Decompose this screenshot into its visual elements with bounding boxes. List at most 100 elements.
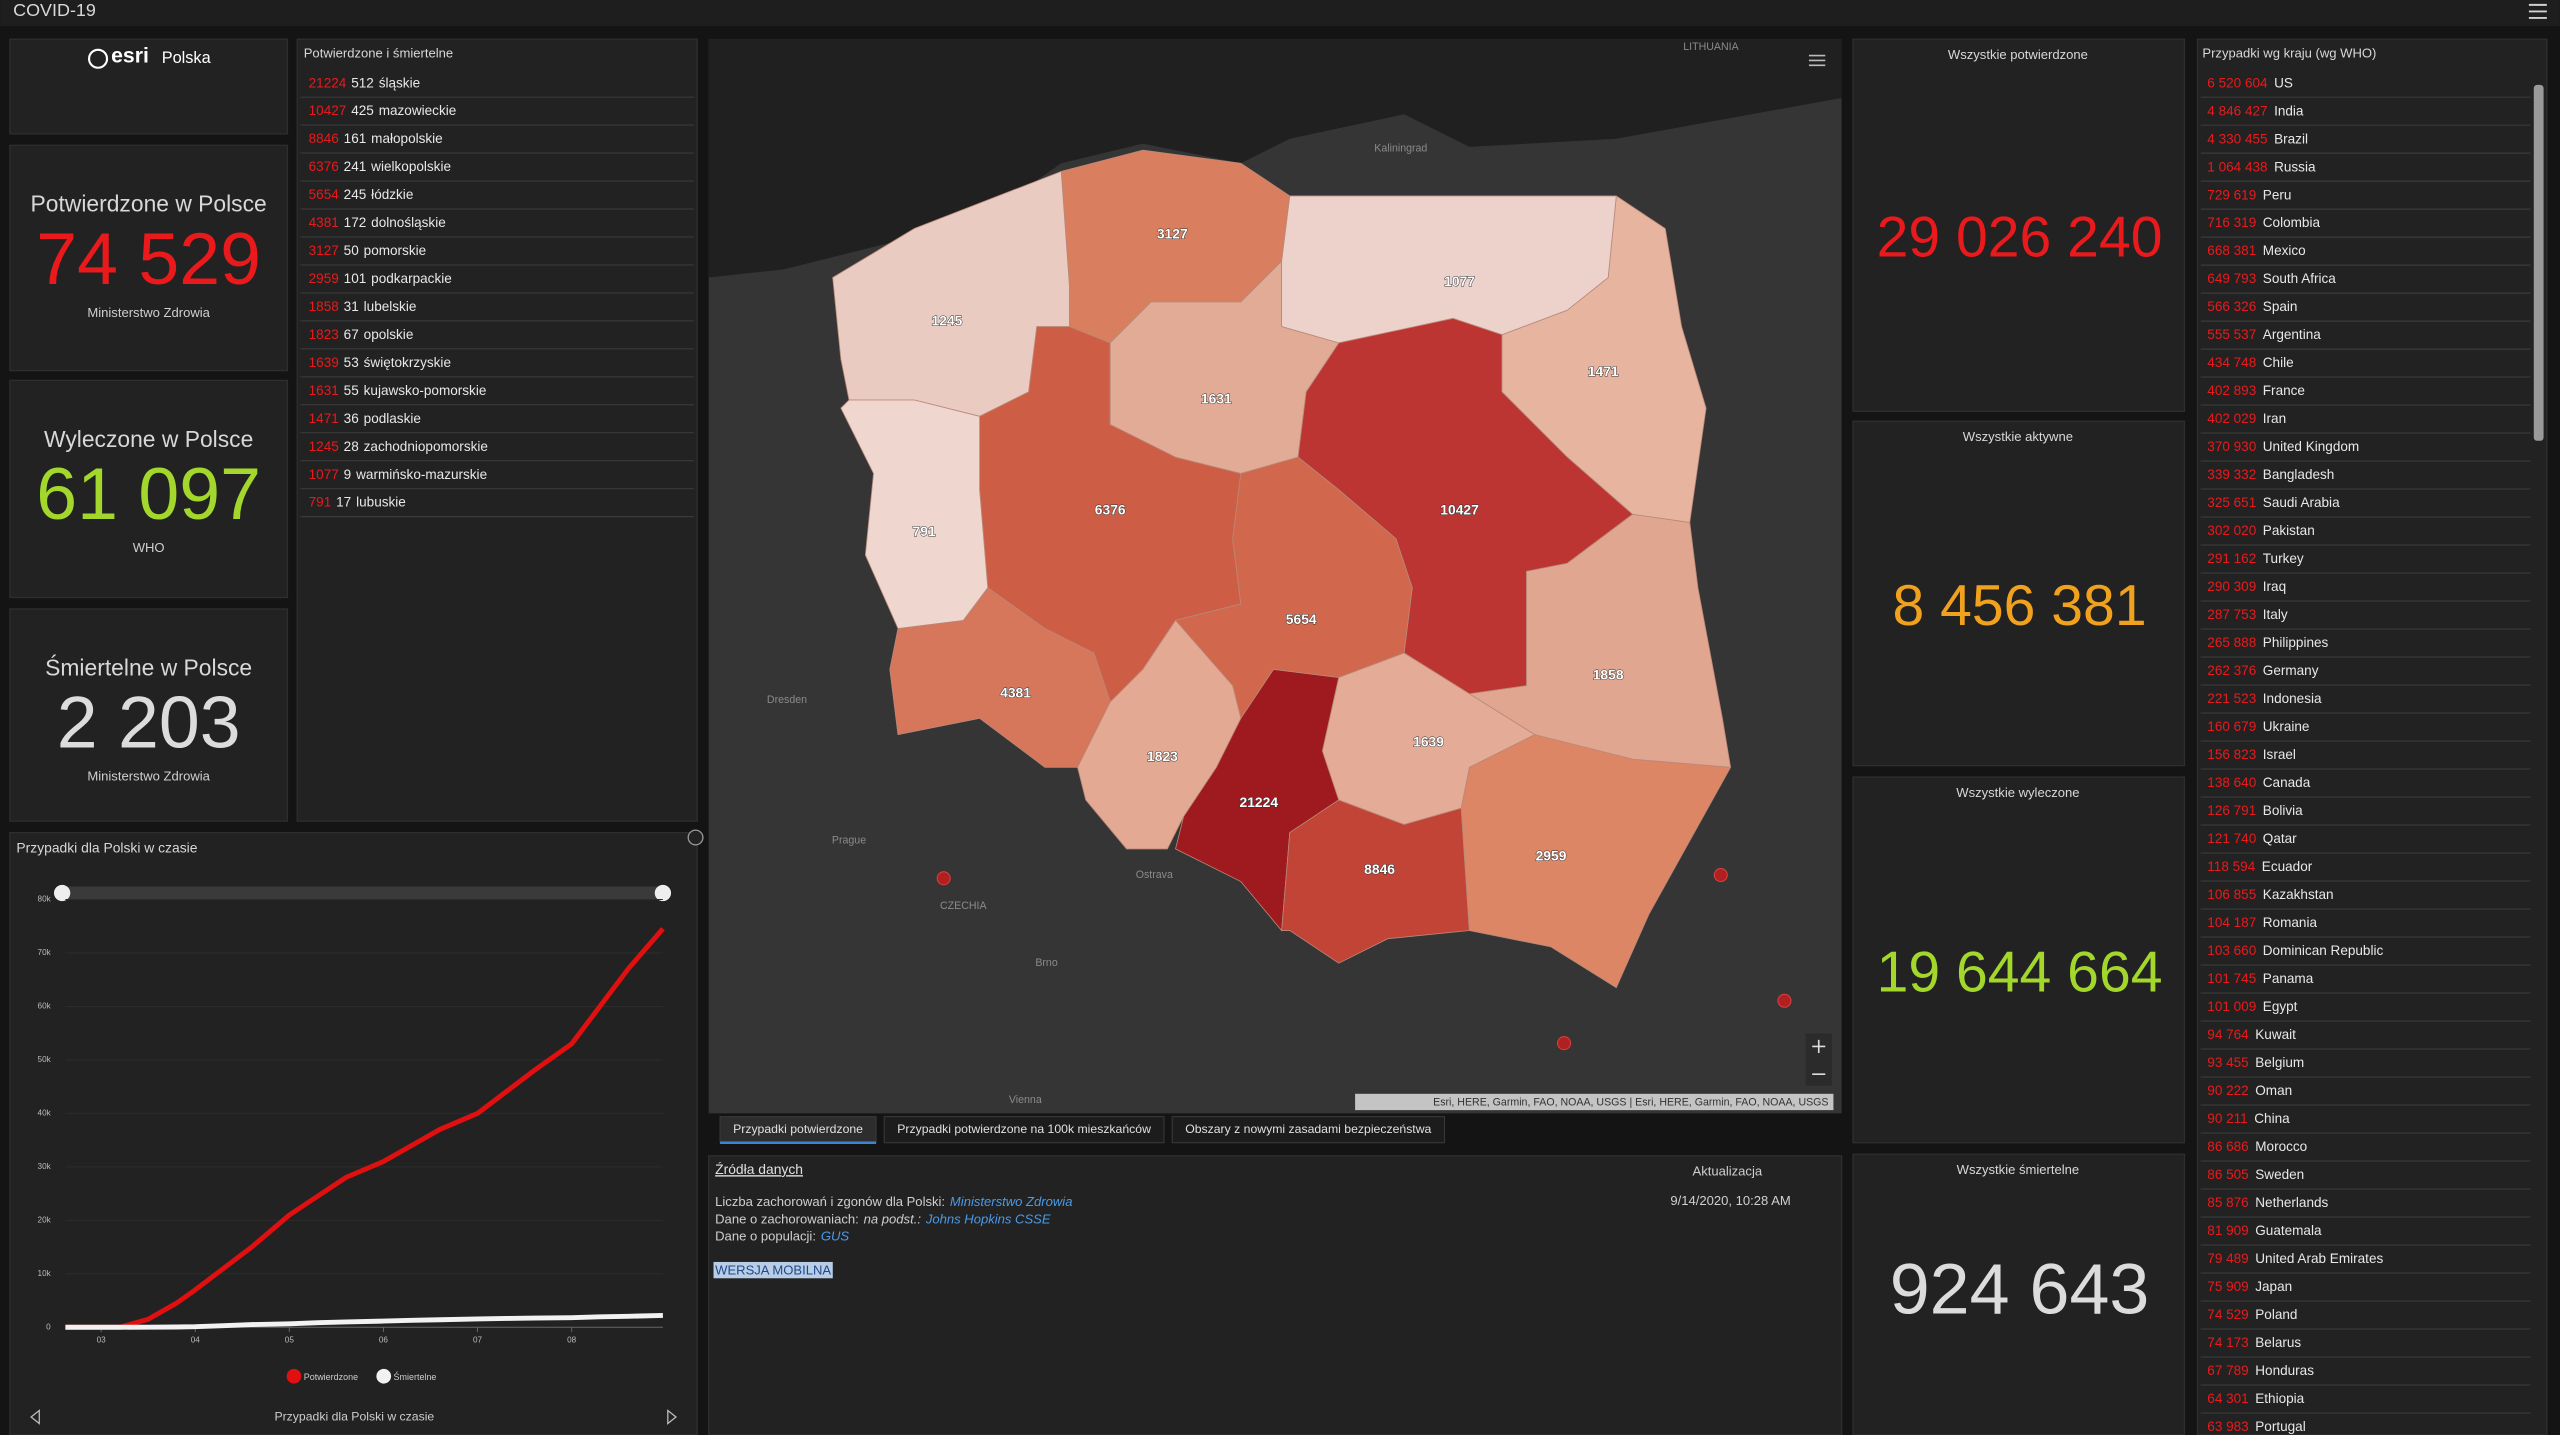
country-value: 339 332 (2207, 467, 2256, 482)
region-row[interactable]: 1823 67 opolskie (309, 327, 414, 342)
region-row[interactable]: 1471 36 podlaskie (309, 410, 421, 425)
country-row[interactable]: 402 029 Iran (2207, 411, 2286, 426)
country-row[interactable]: 67 789 Honduras (2207, 1363, 2314, 1378)
country-row[interactable]: 160 679 Ukraine (2207, 719, 2309, 734)
country-row[interactable]: 668 381 Mexico (2207, 243, 2305, 258)
region-row[interactable]: 791 17 lubuskie (309, 494, 406, 509)
expand-icon[interactable] (687, 829, 704, 846)
country-row[interactable]: 101 745 Panama (2207, 971, 2313, 986)
legend-icon[interactable] (1808, 54, 1826, 67)
tab[interactable]: Obszary z nowymi zasadami bezpieczeństwa (1171, 1116, 1445, 1144)
tab[interactable]: Przypadki potwierdzone na 100k mieszkańc… (883, 1116, 1165, 1144)
slider-handle[interactable] (53, 884, 71, 902)
country-row[interactable]: 118 594 Ecuador (2207, 859, 2312, 874)
country-row[interactable]: 302 020 Pakistan (2207, 523, 2314, 538)
tab[interactable]: Przypadki potwierdzone (719, 1116, 877, 1145)
country-row[interactable]: 90 211 China (2207, 1111, 2290, 1126)
region-confirmed: 1631 (309, 382, 339, 397)
region-name: dolnośląskie (371, 215, 446, 230)
country-row[interactable]: 716 319 Colombia (2207, 215, 2320, 230)
region-shape[interactable] (832, 170, 1070, 417)
next-arrow[interactable] (667, 1409, 678, 1425)
region-row[interactable]: 1245 28 zachodniopomorskie (309, 438, 488, 453)
country-row[interactable]: 566 326 Spain (2207, 299, 2297, 314)
country-row[interactable]: 103 660 Dominican Republic (2207, 943, 2383, 958)
zoom-icons[interactable] (1812, 1039, 1826, 1076)
legend-swatch[interactable] (376, 1368, 392, 1384)
country-row[interactable]: 221 523 Indonesia (2207, 691, 2322, 706)
menu-icon[interactable] (2528, 3, 2547, 19)
slider-handle[interactable] (654, 884, 672, 902)
country-row[interactable]: 265 888 Philippines (2207, 635, 2328, 650)
region-row[interactable]: 2959 101 podkarpackie (309, 271, 452, 286)
country-row[interactable]: 121 740 Qatar (2207, 831, 2297, 846)
country-row[interactable]: 104 187 Romania (2207, 915, 2317, 930)
region-shape[interactable] (1281, 195, 1617, 344)
country-row[interactable]: 101 009 Egypt (2207, 999, 2297, 1014)
region-row[interactable]: 5654 245 łódzkie (309, 187, 414, 202)
region-row[interactable]: 1858 31 lubelskie (309, 299, 417, 314)
region-shape[interactable] (840, 399, 989, 629)
region-shape[interactable] (1174, 456, 1413, 720)
country-row[interactable]: 156 823 Israel (2207, 747, 2296, 762)
region-row[interactable]: 4381 172 dolnośląskie (309, 215, 446, 230)
region-shape[interactable] (1322, 652, 1536, 825)
region-shape[interactable] (1468, 513, 1732, 768)
mobile-link[interactable]: WERSJA MOBILNA (715, 1262, 831, 1277)
country-row[interactable]: 290 309 Iraq (2207, 579, 2286, 594)
country-row[interactable]: 262 376 Germany (2207, 663, 2318, 678)
country-row[interactable]: 325 651 Saudi Arabia (2207, 495, 2340, 510)
country-row[interactable]: 81 909 Guatemala (2207, 1223, 2322, 1238)
region-row[interactable]: 1077 9 warmińsko-mazurskie (309, 466, 487, 481)
country-row[interactable]: 63 983 Portugal (2207, 1419, 2305, 1434)
country-row[interactable]: 106 855 Kazakhstan (2207, 887, 2333, 902)
country-row[interactable]: 93 455 Belgium (2207, 1055, 2304, 1070)
country-row[interactable]: 86 505 Sweden (2207, 1167, 2304, 1182)
country-row[interactable]: 64 301 Ethiopia (2207, 1391, 2304, 1406)
country-row[interactable]: 75 909 Japan (2207, 1279, 2292, 1294)
country-row[interactable]: 79 489 United Arab Emirates (2207, 1251, 2383, 1266)
source-item[interactable]: GUS (821, 1229, 850, 1244)
region-row[interactable]: 1639 53 świętokrzyskie (309, 354, 451, 369)
country-row[interactable]: 434 748 Chile (2207, 355, 2293, 370)
country-row[interactable]: 4 846 427 India (2207, 103, 2304, 118)
country-row[interactable]: 370 930 United Kingdom (2207, 439, 2359, 454)
sources-panel (707, 1155, 1843, 1435)
region-row[interactable]: 21224 512 śląskie (309, 75, 420, 90)
legend-label[interactable]: Śmiertelne (394, 1371, 437, 1382)
legend-label[interactable]: Potwierdzone (304, 1372, 358, 1382)
country-row[interactable]: 555 537 Argentina (2207, 327, 2321, 342)
country-row[interactable]: 729 619 Peru (2207, 187, 2291, 202)
country-name: Brazil (2274, 131, 2308, 146)
country-row[interactable]: 85 876 Netherlands (2207, 1195, 2328, 1210)
scrollbar[interactable] (2533, 84, 2544, 441)
source-item[interactable]: Ministerstwo Zdrowia (950, 1195, 1073, 1210)
map[interactable]: 21224 10427 8846 6376 5654 4381 3127 2959 1858 18… (708, 39, 1842, 1111)
country-row[interactable]: 287 753 Italy (2207, 607, 2288, 622)
country-row[interactable]: 402 893 France (2207, 383, 2305, 398)
region-row[interactable]: 8846 161 małopolskie (309, 131, 443, 146)
prev-arrow[interactable] (30, 1409, 40, 1425)
region-row[interactable]: 10427 425 mazowieckie (309, 103, 457, 118)
country-row[interactable]: 1 064 438 Russia (2207, 159, 2316, 174)
region-row[interactable]: 1631 55 kujawsko-pomorskie (309, 382, 487, 397)
country-row[interactable]: 4 330 455 Brazil (2207, 131, 2308, 146)
country-row[interactable]: 6 520 604 US (2207, 75, 2293, 90)
country-row[interactable]: 138 640 Canada (2207, 775, 2310, 790)
region-row[interactable]: 3127 50 pomorskie (309, 243, 427, 258)
country-row[interactable]: 90 222 Oman (2207, 1083, 2292, 1098)
country-row[interactable]: 74 529 Poland (2207, 1307, 2297, 1322)
range-slider[interactable] (62, 886, 663, 900)
country-row[interactable]: 86 686 Morocco (2207, 1139, 2307, 1154)
region-shape[interactable] (1077, 619, 1242, 850)
country-row[interactable]: 649 793 South Africa (2207, 271, 2336, 286)
country-row[interactable]: 94 764 Kuwait (2207, 1027, 2296, 1042)
region-row[interactable]: 6376 241 wielkopolskie (309, 159, 451, 174)
country-row[interactable]: 74 173 Belarus (2207, 1335, 2301, 1350)
country-row[interactable]: 291 162 Turkey (2207, 551, 2304, 566)
legend-swatch[interactable] (286, 1368, 302, 1384)
source-item[interactable]: Johns Hopkins CSSE (925, 1212, 1051, 1227)
region-confirmed: 1823 (309, 327, 339, 342)
country-row[interactable]: 339 332 Bangladesh (2207, 467, 2334, 482)
country-row[interactable]: 126 791 Bolivia (2207, 803, 2303, 818)
